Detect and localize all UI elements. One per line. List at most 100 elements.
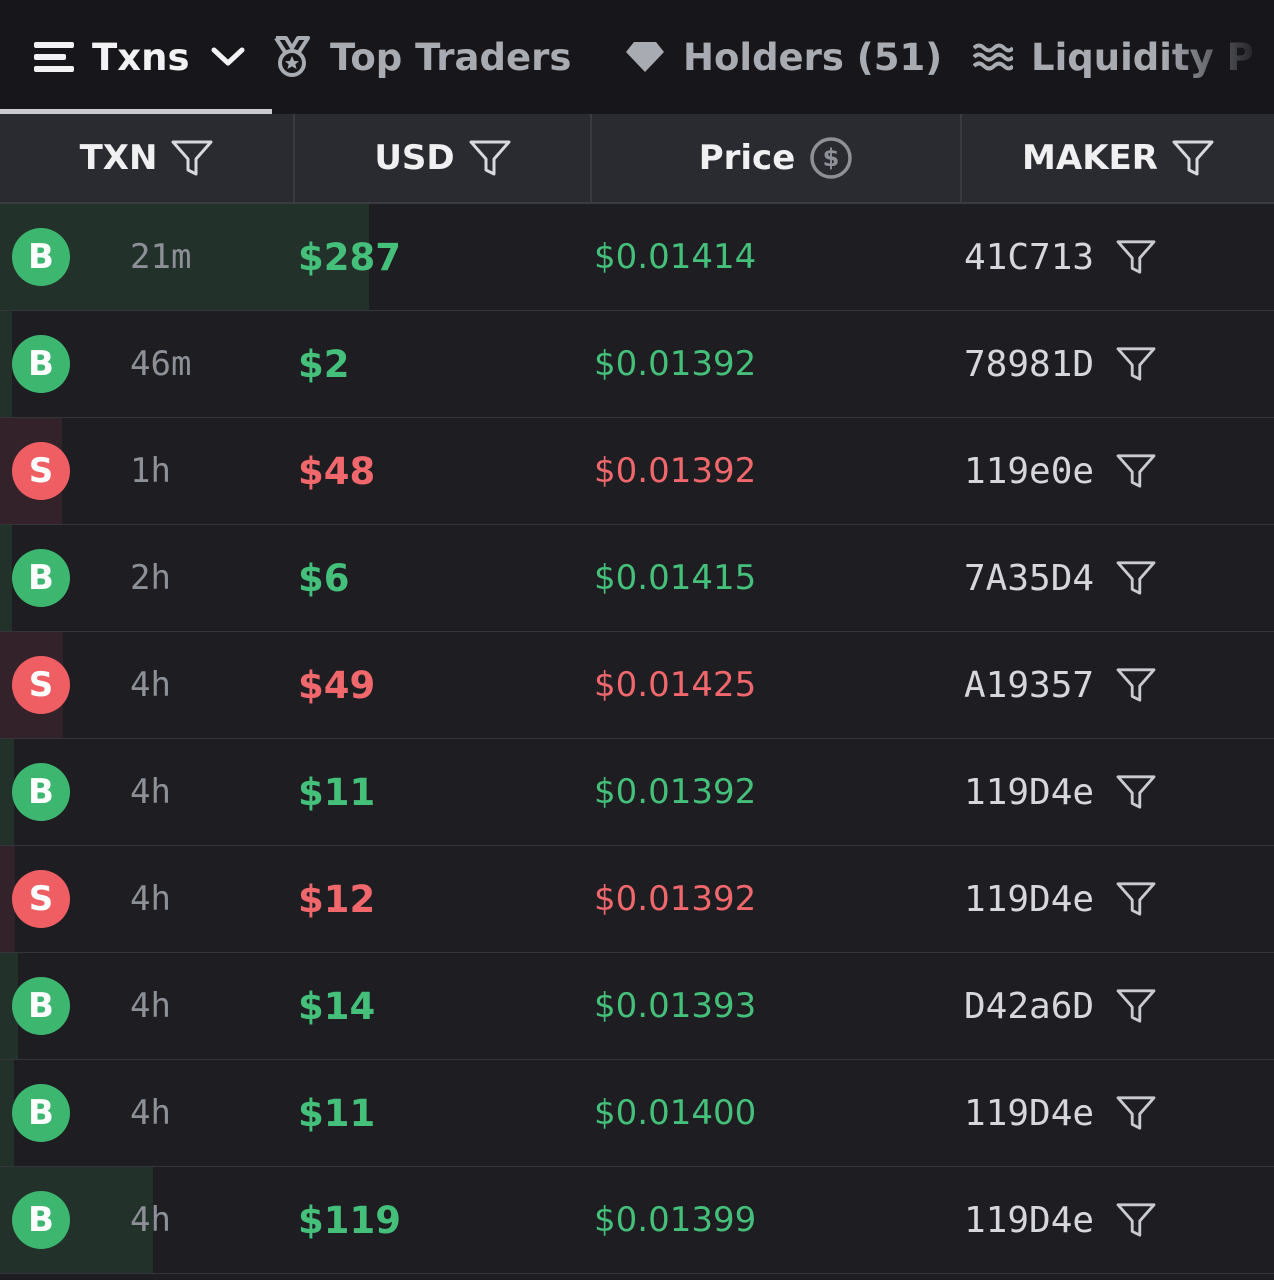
maker-address[interactable]: 41C713 <box>964 236 1095 278</box>
filter-icon[interactable] <box>1116 988 1156 1024</box>
filter-icon[interactable] <box>1116 774 1156 810</box>
txn-maker[interactable]: 119D4e <box>964 1167 1156 1273</box>
txn-price: $0.01392 <box>594 772 757 812</box>
volume-bar <box>0 846 15 952</box>
txn-age: 4h <box>130 1200 171 1240</box>
svg-text:$: $ <box>823 144 840 172</box>
txn-maker[interactable]: A19357 <box>964 632 1156 738</box>
txn-usd-value: $6 <box>298 556 350 600</box>
txn-price: $0.01400 <box>594 1093 757 1133</box>
filter-icon[interactable] <box>1116 881 1156 917</box>
table-row[interactable]: B 4h $11 $0.01392 119D4e <box>0 739 1274 846</box>
txn-price: $0.01399 <box>594 1200 757 1240</box>
txn-age: 21m <box>130 237 192 277</box>
tab-top-traders-label: Top Traders <box>330 35 572 79</box>
filter-icon[interactable] <box>1116 239 1156 275</box>
txn-maker[interactable]: 78981D <box>964 311 1156 417</box>
filter-icon[interactable] <box>1116 1095 1156 1131</box>
transactions-table: B 21m $287 $0.01414 41C713 B 46m $2 $0.0… <box>0 204 1274 1274</box>
tab-txns[interactable]: Txns <box>0 0 245 114</box>
txn-type-badge: B <box>12 228 70 286</box>
column-maker: MAKER <box>962 114 1274 202</box>
txn-usd-value: $119 <box>298 1198 401 1242</box>
medal-icon <box>272 36 312 78</box>
txn-usd-value: $12 <box>298 877 376 921</box>
txn-usd-value: $11 <box>298 1091 376 1135</box>
filter-icon[interactable] <box>1116 560 1156 596</box>
txn-age: 4h <box>130 879 171 919</box>
txn-type-badge: B <box>12 977 70 1035</box>
txn-maker[interactable]: 41C713 <box>964 204 1156 310</box>
txn-usd-value: $2 <box>298 342 350 386</box>
filter-icon[interactable] <box>1172 139 1214 177</box>
maker-address[interactable]: 78981D <box>964 343 1095 385</box>
filter-icon[interactable] <box>469 139 511 177</box>
column-txn: TXN <box>0 114 295 202</box>
active-tab-indicator <box>0 109 272 114</box>
table-row[interactable]: B 21m $287 $0.01414 41C713 <box>0 204 1274 311</box>
table-row[interactable]: B 4h $119 $0.01399 119D4e <box>0 1167 1274 1274</box>
tab-bar: Txns Top Traders Holders (51) <box>0 0 1274 114</box>
diamond-icon <box>625 41 665 73</box>
tab-holders[interactable]: Holders (51) <box>625 0 947 114</box>
filter-icon[interactable] <box>1116 1202 1156 1238</box>
maker-address[interactable]: 119D4e <box>964 1199 1095 1241</box>
maker-address[interactable]: 119e0e <box>964 450 1095 492</box>
table-row[interactable]: B 46m $2 $0.01392 78981D <box>0 311 1274 418</box>
filter-icon[interactable] <box>1116 346 1156 382</box>
txn-maker[interactable]: 7A35D4 <box>964 525 1156 631</box>
txn-age: 4h <box>130 772 171 812</box>
table-row[interactable]: B 2h $6 $0.01415 7A35D4 <box>0 525 1274 632</box>
column-maker-label: MAKER <box>1022 138 1158 178</box>
table-row[interactable]: B 4h $14 $0.01393 D42a6D <box>0 953 1274 1060</box>
column-txn-label: TXN <box>79 138 158 178</box>
menu-icon <box>34 40 74 74</box>
txn-maker[interactable]: D42a6D <box>964 953 1156 1059</box>
filter-icon[interactable] <box>1116 453 1156 489</box>
txn-price: $0.01393 <box>594 986 757 1026</box>
tab-top-traders[interactable]: Top Traders <box>272 0 589 114</box>
txn-price: $0.01392 <box>594 451 757 491</box>
maker-address[interactable]: A19357 <box>964 664 1095 706</box>
txn-age: 4h <box>130 665 171 705</box>
volume-bar <box>0 739 14 845</box>
table-row[interactable]: S 1h $48 $0.01392 119e0e <box>0 418 1274 525</box>
txn-type-badge: S <box>12 442 70 500</box>
table-row[interactable]: B 4h $11 $0.01400 119D4e <box>0 1060 1274 1167</box>
txn-usd-value: $48 <box>298 449 376 493</box>
txn-usd-value: $14 <box>298 984 376 1028</box>
txn-maker[interactable]: 119D4e <box>964 739 1156 845</box>
table-row[interactable]: S 4h $12 $0.01392 119D4e <box>0 846 1274 953</box>
txn-maker[interactable]: 119e0e <box>964 418 1156 524</box>
txn-price: $0.01425 <box>594 665 757 705</box>
maker-address[interactable]: 119D4e <box>964 1092 1095 1134</box>
volume-bar <box>0 953 18 1059</box>
maker-address[interactable]: D42a6D <box>964 985 1095 1027</box>
waves-icon <box>973 42 1013 72</box>
txn-age: 4h <box>130 986 171 1026</box>
maker-address[interactable]: 119D4e <box>964 771 1095 813</box>
txn-price: $0.01392 <box>594 879 757 919</box>
txn-maker[interactable]: 119D4e <box>964 846 1156 952</box>
txn-age: 46m <box>130 344 192 384</box>
filter-icon[interactable] <box>171 139 213 177</box>
volume-bar <box>0 525 12 631</box>
txn-age: 2h <box>130 558 171 598</box>
maker-address[interactable]: 7A35D4 <box>964 557 1095 599</box>
txn-type-badge: B <box>12 1191 70 1249</box>
volume-bar <box>0 311 12 417</box>
txn-maker[interactable]: 119D4e <box>964 1060 1156 1166</box>
txn-usd-value: $287 <box>298 235 401 279</box>
txn-type-badge: S <box>12 870 70 928</box>
dollar-circle-icon[interactable]: $ <box>809 136 853 180</box>
filter-icon[interactable] <box>1116 667 1156 703</box>
maker-address[interactable]: 119D4e <box>964 878 1095 920</box>
txn-usd-value: $49 <box>298 663 376 707</box>
txn-price: $0.01415 <box>594 558 757 598</box>
txn-type-badge: S <box>12 656 70 714</box>
tab-txns-label: Txns <box>92 35 190 79</box>
table-row[interactable]: S 4h $49 $0.01425 A19357 <box>0 632 1274 739</box>
chevron-down-icon <box>211 47 245 67</box>
txn-type-badge: B <box>12 763 70 821</box>
txn-price: $0.01414 <box>594 237 757 277</box>
